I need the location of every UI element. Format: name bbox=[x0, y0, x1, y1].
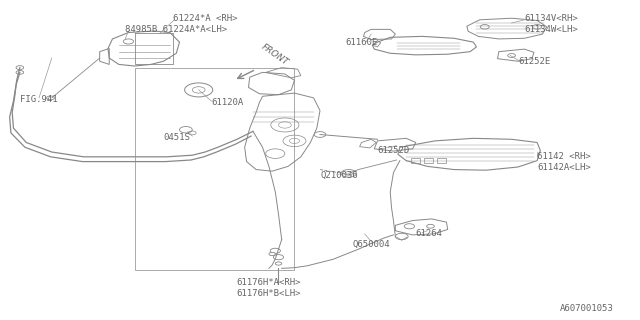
Text: 61176H*B<LH>: 61176H*B<LH> bbox=[237, 289, 301, 298]
Text: 61252E: 61252E bbox=[518, 57, 550, 66]
Text: 61134W<LH>: 61134W<LH> bbox=[524, 25, 578, 34]
Bar bbox=[437, 158, 446, 163]
Text: 61176H*A<RH>: 61176H*A<RH> bbox=[237, 278, 301, 287]
Circle shape bbox=[480, 25, 489, 29]
Text: FIG.941: FIG.941 bbox=[20, 95, 58, 104]
Circle shape bbox=[47, 96, 54, 100]
Text: A607001053: A607001053 bbox=[560, 304, 614, 313]
Text: 61252D: 61252D bbox=[378, 146, 410, 155]
Circle shape bbox=[16, 66, 24, 69]
Circle shape bbox=[314, 132, 326, 137]
Circle shape bbox=[179, 126, 192, 133]
Text: 61160E: 61160E bbox=[346, 38, 378, 47]
Circle shape bbox=[427, 224, 435, 228]
Text: Q650004: Q650004 bbox=[352, 240, 390, 249]
Text: 61134V<RH>: 61134V<RH> bbox=[524, 14, 578, 23]
Circle shape bbox=[269, 252, 275, 256]
Text: 61224*A <RH>: 61224*A <RH> bbox=[173, 14, 237, 23]
Text: 61142A<LH>: 61142A<LH> bbox=[537, 164, 591, 172]
Text: 61120A: 61120A bbox=[211, 98, 244, 107]
Text: 61142 <RH>: 61142 <RH> bbox=[537, 152, 591, 161]
Text: 0451S: 0451S bbox=[163, 133, 189, 142]
Bar bbox=[412, 158, 420, 163]
Bar bbox=[424, 158, 433, 163]
Text: FRONT: FRONT bbox=[259, 42, 290, 67]
Text: 84985B 61224A*A<LH>: 84985B 61224A*A<LH> bbox=[125, 25, 227, 34]
Circle shape bbox=[508, 53, 515, 57]
Circle shape bbox=[404, 224, 415, 229]
Circle shape bbox=[124, 39, 134, 44]
Circle shape bbox=[275, 262, 282, 265]
Circle shape bbox=[273, 255, 284, 260]
Circle shape bbox=[16, 70, 24, 74]
Text: 61264: 61264 bbox=[415, 229, 442, 238]
Circle shape bbox=[341, 170, 356, 177]
Circle shape bbox=[270, 248, 280, 253]
Text: Q210036: Q210036 bbox=[321, 172, 358, 180]
Circle shape bbox=[396, 233, 408, 240]
Circle shape bbox=[532, 25, 541, 29]
